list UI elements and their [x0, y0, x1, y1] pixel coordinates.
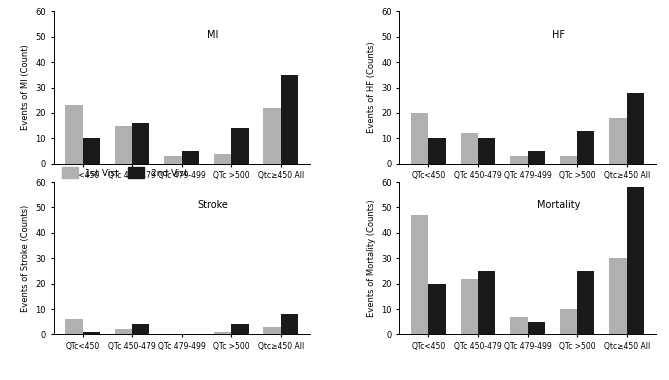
Bar [627, 93, 644, 164]
Text: HF: HF [552, 30, 565, 40]
Bar [281, 314, 298, 334]
Bar [428, 283, 446, 334]
Bar [82, 332, 100, 334]
Bar [264, 327, 281, 334]
Bar [231, 128, 248, 164]
Text: MI: MI [207, 30, 218, 40]
Bar [231, 324, 248, 334]
Bar [478, 271, 495, 334]
Bar [181, 151, 199, 164]
Bar [609, 118, 627, 164]
Y-axis label: Events of MI (Count): Events of MI (Count) [21, 45, 29, 130]
Bar [577, 271, 595, 334]
Y-axis label: Events of HF (Counts): Events of HF (Counts) [367, 42, 375, 133]
Bar [114, 329, 132, 334]
Bar [214, 332, 231, 334]
Text: Mortality: Mortality [537, 200, 580, 210]
Bar [411, 215, 428, 334]
Bar [560, 156, 577, 164]
Y-axis label: Events of Stroke (Counts): Events of Stroke (Counts) [21, 204, 29, 312]
Legend: 1st Vist, 2nd Vist: 1st Vist, 2nd Vist [58, 164, 191, 182]
Bar [411, 113, 428, 164]
Bar [510, 317, 528, 334]
Bar [609, 258, 627, 334]
Bar [264, 108, 281, 164]
Bar [65, 105, 82, 164]
Bar [65, 319, 82, 334]
Y-axis label: Events of Mortality (Counts): Events of Mortality (Counts) [367, 200, 375, 317]
Bar [132, 123, 149, 164]
Bar [528, 322, 545, 334]
Bar [428, 138, 446, 164]
Bar [461, 279, 478, 334]
Bar [165, 156, 181, 164]
Bar [560, 309, 577, 334]
Bar [214, 154, 231, 164]
Bar [132, 324, 149, 334]
Bar [528, 151, 545, 164]
Bar [478, 138, 495, 164]
Bar [627, 187, 644, 334]
Bar [461, 133, 478, 164]
Text: Stroke: Stroke [197, 200, 228, 210]
Bar [577, 131, 595, 164]
Bar [281, 75, 298, 164]
Bar [114, 126, 132, 164]
Bar [510, 156, 528, 164]
Bar [82, 138, 100, 164]
